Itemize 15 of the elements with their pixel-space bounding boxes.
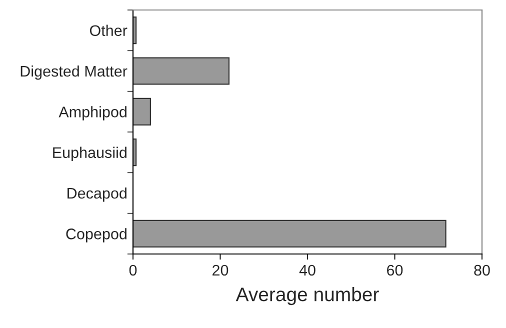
- bar: [133, 220, 446, 248]
- x-axis-title: Average number: [236, 286, 379, 306]
- x-tick-label: 60: [387, 264, 403, 276]
- x-tick-label: 0: [129, 264, 137, 276]
- y-tick-label: Euphausiid: [53, 146, 126, 162]
- y-tick-label: Digested Matter: [20, 65, 128, 80]
- x-tick-label: 40: [299, 264, 316, 276]
- x-tick-label: 20: [212, 264, 228, 276]
- y-tick-label: Copepod: [66, 228, 126, 242]
- bar: [133, 98, 152, 126]
- y-tick-label: Amphipod: [58, 106, 126, 120]
- y-tick-label: Decapod: [68, 187, 126, 202]
- y-tick-label: Other: [90, 24, 128, 36]
- bar: [133, 57, 230, 85]
- x-tick-label: 80: [474, 264, 490, 276]
